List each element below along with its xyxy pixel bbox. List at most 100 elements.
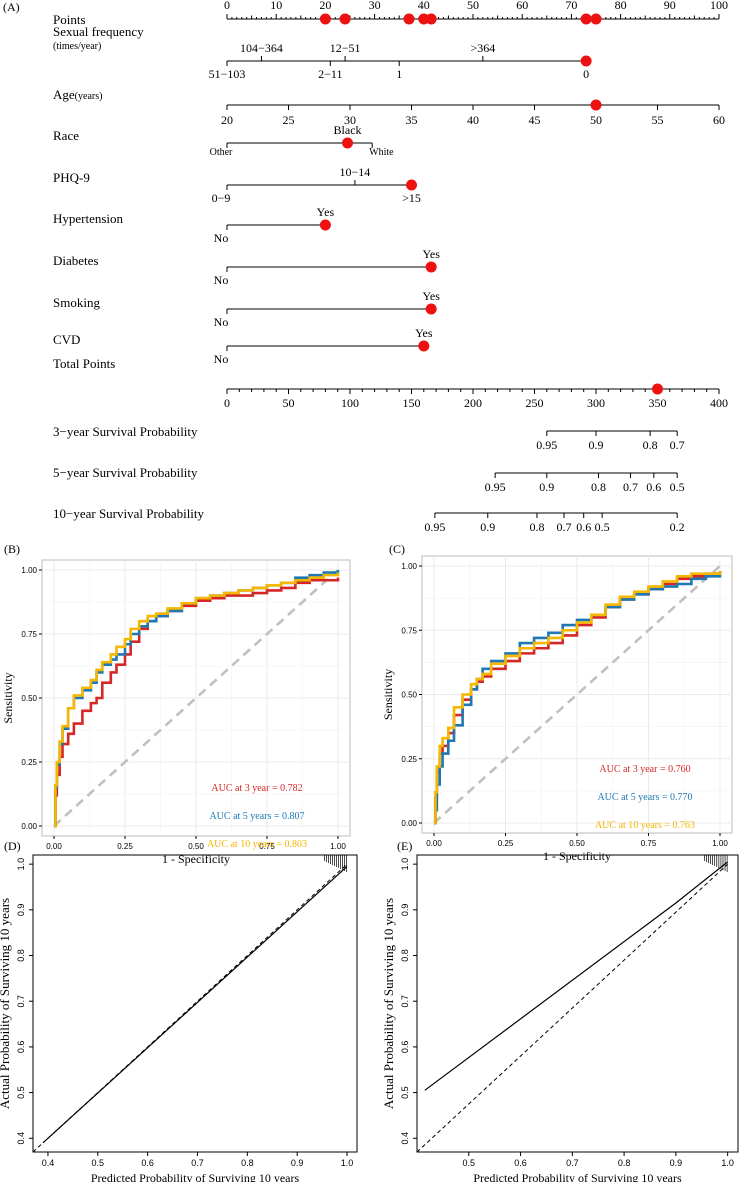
marker-smoking [425, 303, 437, 315]
reference-diagonal [433, 565, 721, 824]
auc-label-roc10: AUC at 10 years = 0.803 [207, 839, 307, 850]
roc-curve-roc10 [54, 572, 340, 828]
points-tick-label: 90 [664, 0, 676, 12]
x-tick-label: 0.25 [117, 842, 133, 851]
panel-label-c: (C) [389, 542, 405, 556]
total-points-tick-label: 200 [464, 396, 482, 410]
points-marker [403, 13, 415, 25]
panel-label-b: (B) [4, 542, 20, 556]
ideal-line [416, 863, 728, 1153]
survival-tick-label-0: 0.9 [589, 438, 604, 452]
survival-label-2: 10−year Survival Probability [53, 506, 205, 521]
var-label-race: Race [53, 128, 79, 143]
panel-label-d: (D) [4, 839, 21, 853]
total-points-marker [652, 383, 663, 395]
top-label-sexual-frequency: 104−364 [240, 41, 283, 55]
bottom-label-hypertension: No [214, 231, 229, 245]
y-tick-label: 0.7 [400, 995, 410, 1008]
x-tick-label: 1.0 [721, 1158, 734, 1168]
x-tick-label: 1.0 [341, 1158, 354, 1168]
x-tick-label: 0.00 [426, 839, 442, 848]
y-tick-label: 0.8 [400, 949, 410, 962]
y-tick-label: 1.00 [401, 562, 417, 571]
survival-tick-label-0: 0.95 [536, 438, 557, 452]
points-tick-label: 50 [467, 0, 479, 12]
tick-label-age: 30 [344, 113, 356, 127]
top-label-cvd: Yes [415, 326, 433, 340]
y-tick-label: 0.25 [21, 758, 37, 767]
x-tick-label: 0.25 [498, 839, 514, 848]
points-tick-label: 100 [710, 0, 728, 12]
x-axis-label: 1 - Specificity [543, 849, 611, 863]
points-marker [580, 13, 592, 25]
marker-cvd [418, 340, 430, 352]
total-points-tick-label: 0 [224, 396, 230, 410]
y-tick-label: 0.8 [16, 949, 26, 962]
x-tick-label: 0.9 [291, 1158, 304, 1168]
tick-label-age: 60 [713, 113, 725, 127]
bottom-label-sexual-frequency: 0 [583, 67, 589, 81]
y-tick-label: 0.5 [400, 1086, 410, 1099]
marker-sexual-frequency [580, 55, 592, 67]
tick-label-age: 35 [406, 113, 418, 127]
bottom-label-sexual-frequency: 1 [396, 67, 402, 81]
x-tick-label: 0.7 [566, 1158, 579, 1168]
y-tick-label: 0.00 [401, 819, 417, 828]
top-label-smoking: Yes [422, 289, 440, 303]
tick-label-age: 25 [283, 113, 295, 127]
y-tick-label: 0.4 [400, 1132, 410, 1145]
y-tick-label: 0.5 [16, 1086, 26, 1099]
x-tick-label: 0.8 [618, 1158, 631, 1168]
var-label-smoking: Smoking [53, 295, 100, 310]
tick-label-age: 20 [221, 113, 233, 127]
survival-tick-label-1: 0.8 [591, 480, 606, 494]
tick-label-age: 40 [467, 113, 479, 127]
points-tick-label: 20 [319, 0, 331, 12]
y-tick-label: 0.9 [16, 904, 26, 917]
y-axis-label: Actual Probability of Surviving 10 years [0, 898, 12, 1109]
reference-diagonal [53, 569, 339, 827]
survival-tick-label-1: 0.7 [623, 480, 638, 494]
survival-label-0: 3−year Survival Probability [53, 424, 198, 439]
bottom-label-sexual-frequency: 2−11 [318, 67, 342, 81]
tick-label-age: 55 [652, 113, 664, 127]
total-points-tick-label: 150 [403, 396, 421, 410]
marker-race [342, 137, 354, 149]
survival-tick-label-1: 0.9 [539, 480, 554, 494]
var-label-phq9: PHQ-9 [53, 170, 90, 185]
top-label-race: Black [334, 123, 362, 137]
tick-label-age: 45 [529, 113, 541, 127]
var-label-age: Age(years) [53, 87, 102, 102]
bottom-label-smoking: No [214, 315, 229, 329]
calibration-curve [42, 865, 348, 1144]
x-tick-label: 1.00 [330, 842, 346, 851]
y-tick-label: 1.0 [400, 858, 410, 871]
x-tick-label: 0.00 [46, 842, 62, 851]
points-tick-label: 30 [369, 0, 381, 12]
survival-tick-label-2: 0.8 [529, 520, 544, 534]
y-tick-label: 0.50 [21, 694, 37, 703]
points-marker [319, 13, 331, 25]
bottom-label-sexual-frequency: 51−103 [209, 67, 246, 81]
y-axis-label: Actual Probability of Surviving 10 years [381, 898, 396, 1109]
auc-label-roc3: AUC at 3 year = 0.782 [211, 783, 302, 794]
plot-frame-e [416, 854, 739, 1153]
points-label: Points [53, 12, 86, 27]
bottom-label-race: White [369, 147, 394, 158]
y-axis-label: Sensitivity [1, 672, 15, 723]
x-tick-label: 0.50 [569, 839, 585, 848]
x-tick-label: 0.7 [191, 1158, 204, 1168]
x-axis-label: 1 - Specificity [162, 852, 230, 866]
x-tick-label: 0.75 [641, 839, 657, 848]
y-tick-label: 0.00 [21, 822, 37, 831]
survival-tick-label-1: 0.95 [485, 480, 506, 494]
var-label-suffix: (years) [75, 91, 103, 102]
bottom-label-phq9: 0−9 [212, 191, 231, 205]
points-tick-label: 70 [565, 0, 577, 12]
bottom-label-phq9: >15 [402, 191, 421, 205]
survival-tick-label-1: 0.6 [646, 480, 661, 494]
top-label-sexual-frequency: 12−51 [330, 41, 361, 55]
survival-tick-label-1: 0.5 [670, 480, 685, 494]
y-tick-label: 1.0 [16, 858, 26, 871]
